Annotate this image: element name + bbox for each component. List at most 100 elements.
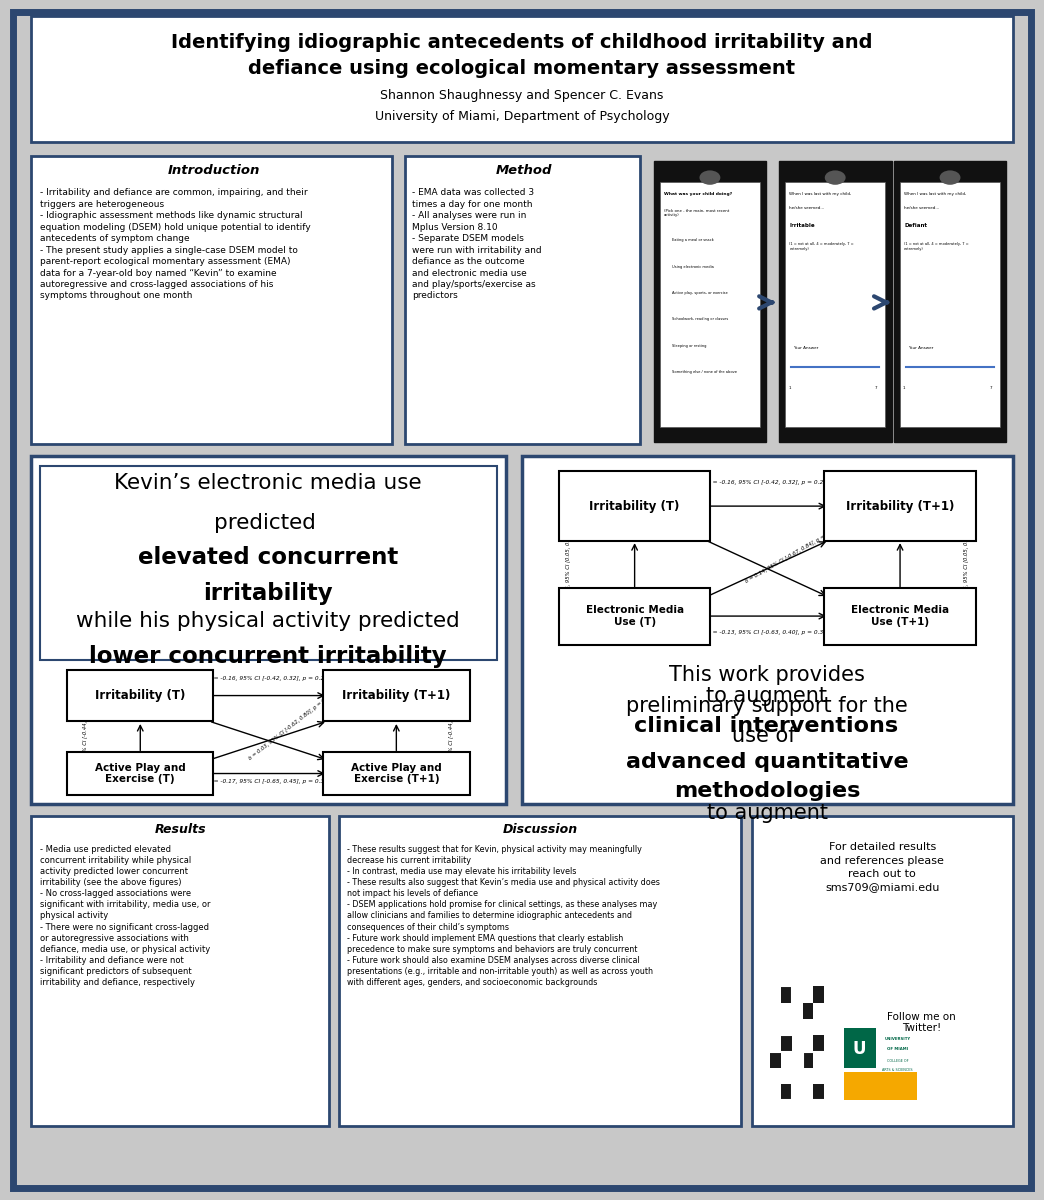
Bar [759,1051,769,1068]
Text: Your Answer: Your Answer [908,346,933,350]
Bar [759,986,769,1003]
Text: lower concurrent irritability: lower concurrent irritability [90,646,447,668]
Ellipse shape [699,170,720,185]
Text: 7: 7 [990,385,993,390]
Text: (1 = not at all, 4 = moderately, 7 =
extremely): (1 = not at all, 4 = moderately, 7 = ext… [789,242,854,251]
Text: Behavior Lab: Behavior Lab [947,1085,978,1090]
Text: Schoolwork, reading or classes: Schoolwork, reading or classes [672,317,729,322]
Bar [825,1084,835,1100]
Text: b = -0.16, 95% CI [-0.42, 0.32], p = 0.25: b = -0.16, 95% CI [-0.42, 0.32], p = 0.2… [708,480,827,485]
Text: to augment: to augment [706,686,827,706]
Text: Kevin’s electronic media use: Kevin’s electronic media use [115,473,422,492]
Bar [825,1036,835,1051]
FancyBboxPatch shape [752,816,1013,1126]
Text: Eating a meal or snack: Eating a meal or snack [672,238,714,242]
Text: preliminary support for the: preliminary support for the [626,696,908,715]
Text: Introduction: Introduction [168,164,260,176]
Bar [781,1084,791,1100]
Text: UNIVERSITY: UNIVERSITY [884,1037,910,1042]
Text: Something else / none of the above: Something else / none of the above [672,370,737,374]
Text: Using electronic media: Using electronic media [672,264,714,269]
Text: For detailed results
and references please
reach out to
sms709@miami.edu: For detailed results and references plea… [821,842,944,892]
Bar [791,1068,803,1084]
Text: while his physical activity predicted: while his physical activity predicted [76,611,460,631]
FancyBboxPatch shape [324,752,470,796]
Text: irritability: irritability [204,582,333,605]
FancyBboxPatch shape [894,161,1006,442]
Bar [769,1003,781,1019]
Text: Follow me on
Twitter!: Follow me on Twitter! [887,1012,956,1033]
Text: b = 0.14, 95% CI [-0.67, 0.84], p = 0.40: b = 0.14, 95% CI [-0.67, 0.84], p = 0.40 [744,527,837,583]
Text: Active Play and
Exercise (T): Active Play and Exercise (T) [95,763,186,785]
FancyBboxPatch shape [559,472,711,541]
FancyBboxPatch shape [40,466,497,660]
Text: Active play, sports, or exercise: Active play, sports, or exercise [672,290,728,295]
Bar [803,1051,813,1068]
Text: Irritability (T+1): Irritability (T+1) [846,499,954,512]
Text: Active Play and
Exercise (T+1): Active Play and Exercise (T+1) [351,763,442,785]
Bar [791,1003,803,1019]
Text: Discussion: Discussion [503,823,578,835]
Bar [769,1051,781,1068]
Bar [791,1036,803,1051]
Text: Electronic Media
Use (T+1): Electronic Media Use (T+1) [851,605,949,626]
Bar [781,1068,791,1084]
Text: Defiant: Defiant [904,223,927,228]
Text: - EMA data was collected 3
times a day for one month
- All analyses were run in
: - EMA data was collected 3 times a day f… [412,188,542,300]
FancyBboxPatch shape [405,156,640,444]
Text: defiance using ecological momentary assessment: defiance using ecological momentary asse… [248,59,796,78]
Text: use of: use of [732,726,803,746]
Bar [803,1051,835,1100]
Text: This work provides: This work provides [669,665,865,685]
Text: When I was last with my child,: When I was last with my child, [904,192,967,196]
Text: he/she seemed...: he/she seemed... [789,206,825,210]
Text: Irritability (T+1): Irritability (T+1) [342,689,451,702]
FancyBboxPatch shape [67,670,213,721]
Bar [813,1036,825,1051]
Text: 1: 1 [903,385,905,390]
Bar [813,1068,825,1084]
Text: b = -0.17, 95% CI [-0.65, 0.45], p = 0.36: b = -0.17, 95% CI [-0.65, 0.45], p = 0.3… [209,779,328,785]
FancyBboxPatch shape [559,588,711,644]
Text: OF MIAMI: OF MIAMI [887,1046,908,1050]
Bar [759,1003,769,1019]
Bar [759,1084,769,1100]
Text: Results: Results [155,823,207,835]
Text: When I was last with my child,: When I was last with my child, [789,192,852,196]
Ellipse shape [825,170,846,185]
Text: methodologies: methodologies [674,781,860,802]
Text: 1: 1 [788,385,790,390]
Bar [759,986,791,1036]
Text: b = -0.13, 95% CI [-0.63, 0.40], p = 0.34: b = -0.13, 95% CI [-0.63, 0.40], p = 0.3… [708,630,827,635]
Bar [844,1072,917,1100]
Bar [769,1003,781,1019]
Text: b = -0.23, 95% CI [-0.44, -0.02], p ≤ .05: b = -0.23, 95% CI [-0.44, -0.02], p ≤ .0… [449,680,454,786]
Bar [759,1051,791,1100]
Bar [781,1036,791,1051]
Bar [844,1028,876,1068]
FancyBboxPatch shape [779,161,892,442]
Text: elevated concurrent: elevated concurrent [138,546,399,569]
Bar [791,1084,803,1100]
FancyBboxPatch shape [654,161,766,442]
Text: (Pick one - the main, most recent
activity): (Pick one - the main, most recent activi… [664,209,729,217]
Text: Shannon Shaughnessy and Spencer C. Evans: Shannon Shaughnessy and Spencer C. Evans [380,90,664,102]
FancyBboxPatch shape [522,456,1013,804]
Bar [803,1003,813,1019]
Text: b = -0.23, 95% CI [-0.44, -0.02], p ≤ .05: b = -0.23, 95% CI [-0.44, -0.02], p ≤ .0… [82,680,88,786]
Text: b = 0.03, 95% CI [-0.62, 0.80], p = 0.47: b = 0.03, 95% CI [-0.62, 0.80], p = 0.47 [248,692,334,761]
FancyBboxPatch shape [660,182,760,427]
FancyBboxPatch shape [339,816,741,1126]
FancyBboxPatch shape [31,456,506,804]
Bar [825,1068,835,1084]
Text: clinical interventions: clinical interventions [635,716,898,736]
Text: b = -0.26, 95% CI [0.05, 0.43], p ≤ .01: b = -0.26, 95% CI [0.05, 0.43], p ≤ .01 [566,509,571,610]
FancyBboxPatch shape [324,670,470,721]
Bar [813,1019,825,1036]
FancyBboxPatch shape [900,182,1000,427]
Bar [803,1068,813,1084]
Bar [813,986,825,1003]
Text: b = -0.16, 95% CI [-0.42, 0.32], p = 0.25: b = -0.16, 95% CI [-0.42, 0.32], p = 0.2… [209,676,328,680]
Text: Child Affect &: Child Affect & [946,1073,979,1078]
Text: (1 = not at all, 4 = moderately, 7 =
extremely): (1 = not at all, 4 = moderately, 7 = ext… [904,242,969,251]
